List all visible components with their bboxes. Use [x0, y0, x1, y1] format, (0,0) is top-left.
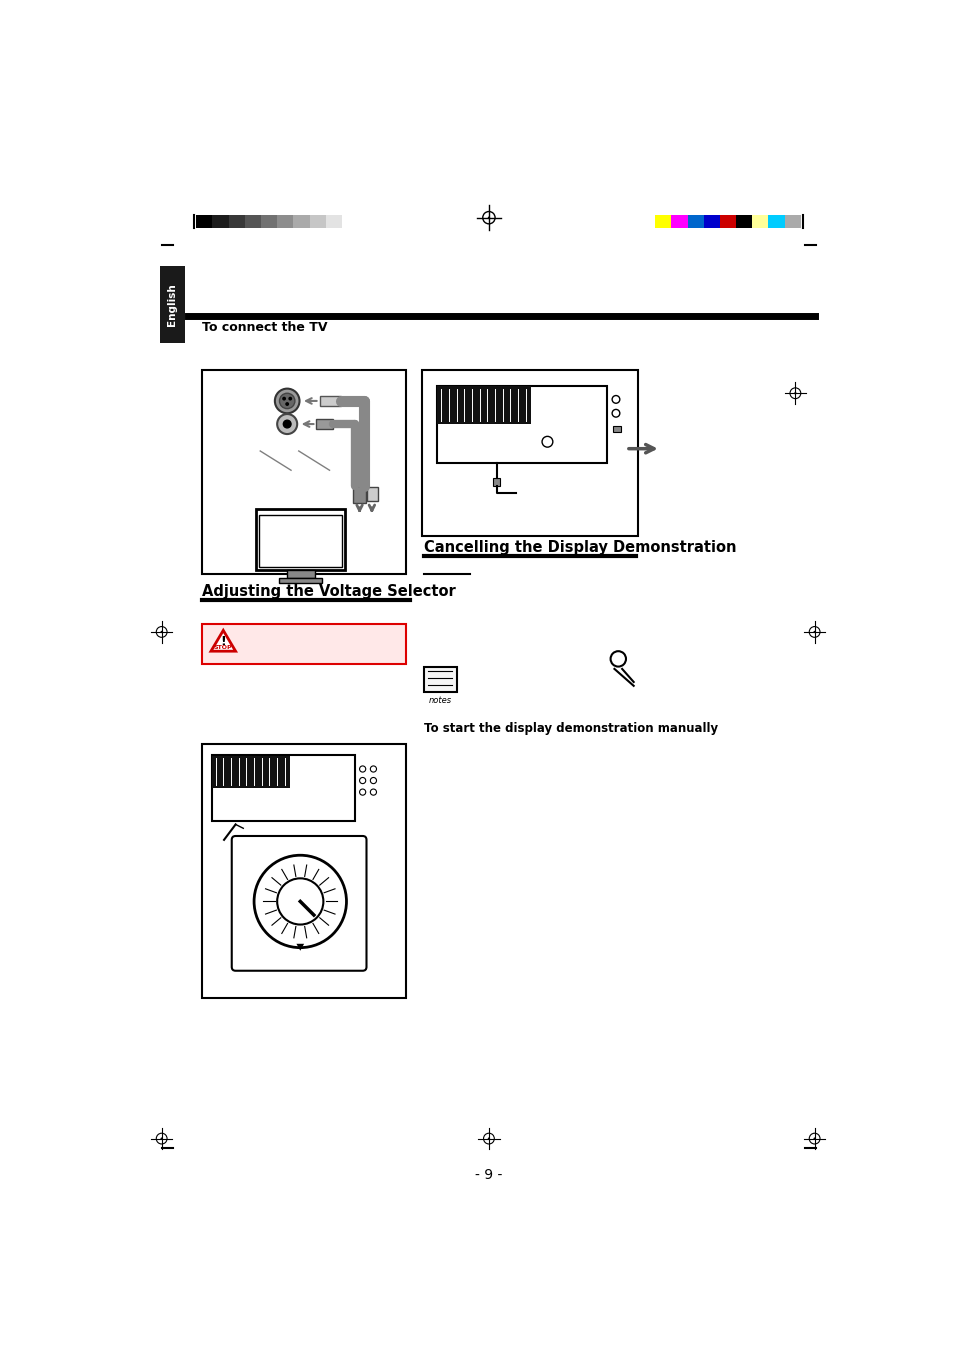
Text: - 9 -: - 9 - — [475, 1168, 502, 1182]
Bar — [201, 744, 405, 998]
Circle shape — [274, 388, 299, 414]
Bar — [752, 215, 767, 228]
Circle shape — [279, 393, 294, 408]
Bar — [424, 668, 456, 692]
Bar — [277, 215, 293, 228]
Circle shape — [794, 392, 796, 395]
Bar — [201, 370, 405, 575]
Bar — [256, 508, 345, 571]
Bar — [293, 215, 309, 228]
Bar — [493, 479, 500, 485]
Bar — [201, 625, 405, 664]
Circle shape — [253, 856, 346, 948]
Circle shape — [283, 420, 291, 427]
Bar — [703, 215, 720, 228]
Bar — [160, 266, 185, 343]
Polygon shape — [296, 944, 304, 950]
Text: English: English — [168, 284, 177, 326]
Bar — [196, 215, 213, 228]
Text: notes: notes — [429, 696, 452, 704]
Bar — [671, 215, 687, 228]
Bar — [213, 215, 229, 228]
Bar — [309, 215, 325, 228]
Bar — [356, 479, 362, 487]
Bar — [259, 515, 341, 568]
Bar — [279, 579, 322, 583]
Bar — [436, 385, 606, 462]
Bar — [346, 397, 348, 404]
Bar — [316, 419, 333, 430]
Text: Cancelling the Display Demonstration: Cancelling the Display Demonstration — [424, 539, 736, 554]
Bar — [213, 756, 290, 788]
Bar — [720, 215, 736, 228]
Bar — [341, 397, 343, 404]
Circle shape — [813, 631, 815, 633]
Bar — [213, 756, 355, 821]
Bar — [341, 215, 357, 228]
Text: To start the display demonstration manually: To start the display demonstration manua… — [424, 722, 718, 734]
Bar — [421, 370, 637, 535]
Text: To connect the TV: To connect the TV — [201, 322, 327, 334]
Bar — [339, 397, 341, 404]
Bar — [736, 215, 752, 228]
Bar — [353, 487, 365, 503]
Circle shape — [160, 631, 163, 633]
Bar — [367, 487, 377, 502]
Bar — [245, 215, 261, 228]
Text: !: ! — [220, 634, 226, 648]
Bar — [229, 215, 245, 228]
Bar — [436, 385, 530, 425]
Bar — [344, 397, 345, 404]
Circle shape — [285, 402, 289, 406]
Bar — [319, 396, 341, 407]
Bar — [783, 215, 800, 228]
Text: STOP: STOP — [213, 645, 233, 650]
Text: Adjusting the Voltage Selector: Adjusting the Voltage Selector — [201, 584, 455, 599]
Circle shape — [288, 396, 292, 400]
Circle shape — [277, 414, 297, 434]
Polygon shape — [211, 630, 235, 652]
Bar — [767, 215, 783, 228]
Bar — [287, 571, 314, 579]
Circle shape — [487, 1137, 490, 1140]
Bar — [612, 426, 620, 431]
Bar — [687, 215, 703, 228]
Circle shape — [813, 1137, 815, 1140]
Bar — [325, 215, 341, 228]
Bar — [655, 215, 671, 228]
FancyBboxPatch shape — [232, 836, 366, 971]
Circle shape — [282, 396, 286, 400]
Circle shape — [160, 1137, 163, 1140]
Circle shape — [487, 216, 490, 219]
Bar — [261, 215, 277, 228]
